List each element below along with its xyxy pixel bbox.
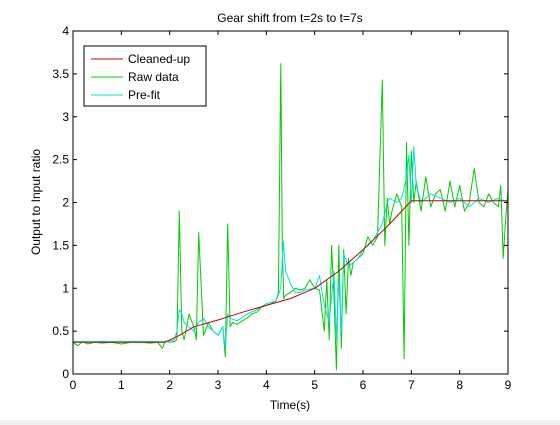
y-tick-label: 2 (62, 196, 69, 210)
x-tick-label: 8 (456, 378, 463, 392)
legend-items: Cleaned-up Raw data Pre-fit (91, 52, 190, 102)
y-tick-label: 3.5 (52, 67, 69, 81)
series-line-pre-fit (73, 146, 509, 349)
x-tick-label: 4 (263, 378, 270, 392)
y-tick-label: 1.5 (52, 238, 69, 252)
chart-title: Gear shift from t=2s to t=7s (217, 11, 362, 25)
legend-box (83, 45, 207, 107)
x-tick-label: 7 (408, 378, 415, 392)
x-tick-label: 0 (70, 378, 77, 392)
legend-label: Raw data (128, 70, 179, 84)
x-tick-label: 5 (311, 378, 318, 392)
x-tick-label: 2 (166, 378, 173, 392)
y-tick-label: 4 (62, 24, 69, 38)
x-tick-label: 1 (118, 378, 125, 392)
x-tick-label: 6 (360, 378, 367, 392)
x-tick-label: 3 (215, 378, 222, 392)
y-axis-label: Output to Input ratio (29, 149, 43, 255)
y-tick-label: 3 (62, 110, 69, 124)
y-tick-label: 0.5 (52, 324, 69, 338)
series-layer (72, 63, 509, 371)
y-tick-label: 1 (62, 281, 69, 295)
x-tick-label: 9 (505, 378, 512, 392)
tick-layer: 0 1 2 3 4 5 6 7 8 9 0 0.5 1 1.5 2 2.5 3 3.5 4 (52, 24, 511, 392)
legend: Cleaned-up Raw data Pre-fit (83, 45, 207, 107)
y-tick-label: 0 (62, 367, 69, 381)
y-tick-label: 2.5 (52, 153, 69, 167)
legend-label: Cleaned-up (128, 52, 190, 66)
legend-label: Pre-fit (128, 88, 161, 102)
series-line-cleaned-up (73, 200, 508, 343)
x-axis-label: Time(s) (270, 398, 310, 412)
